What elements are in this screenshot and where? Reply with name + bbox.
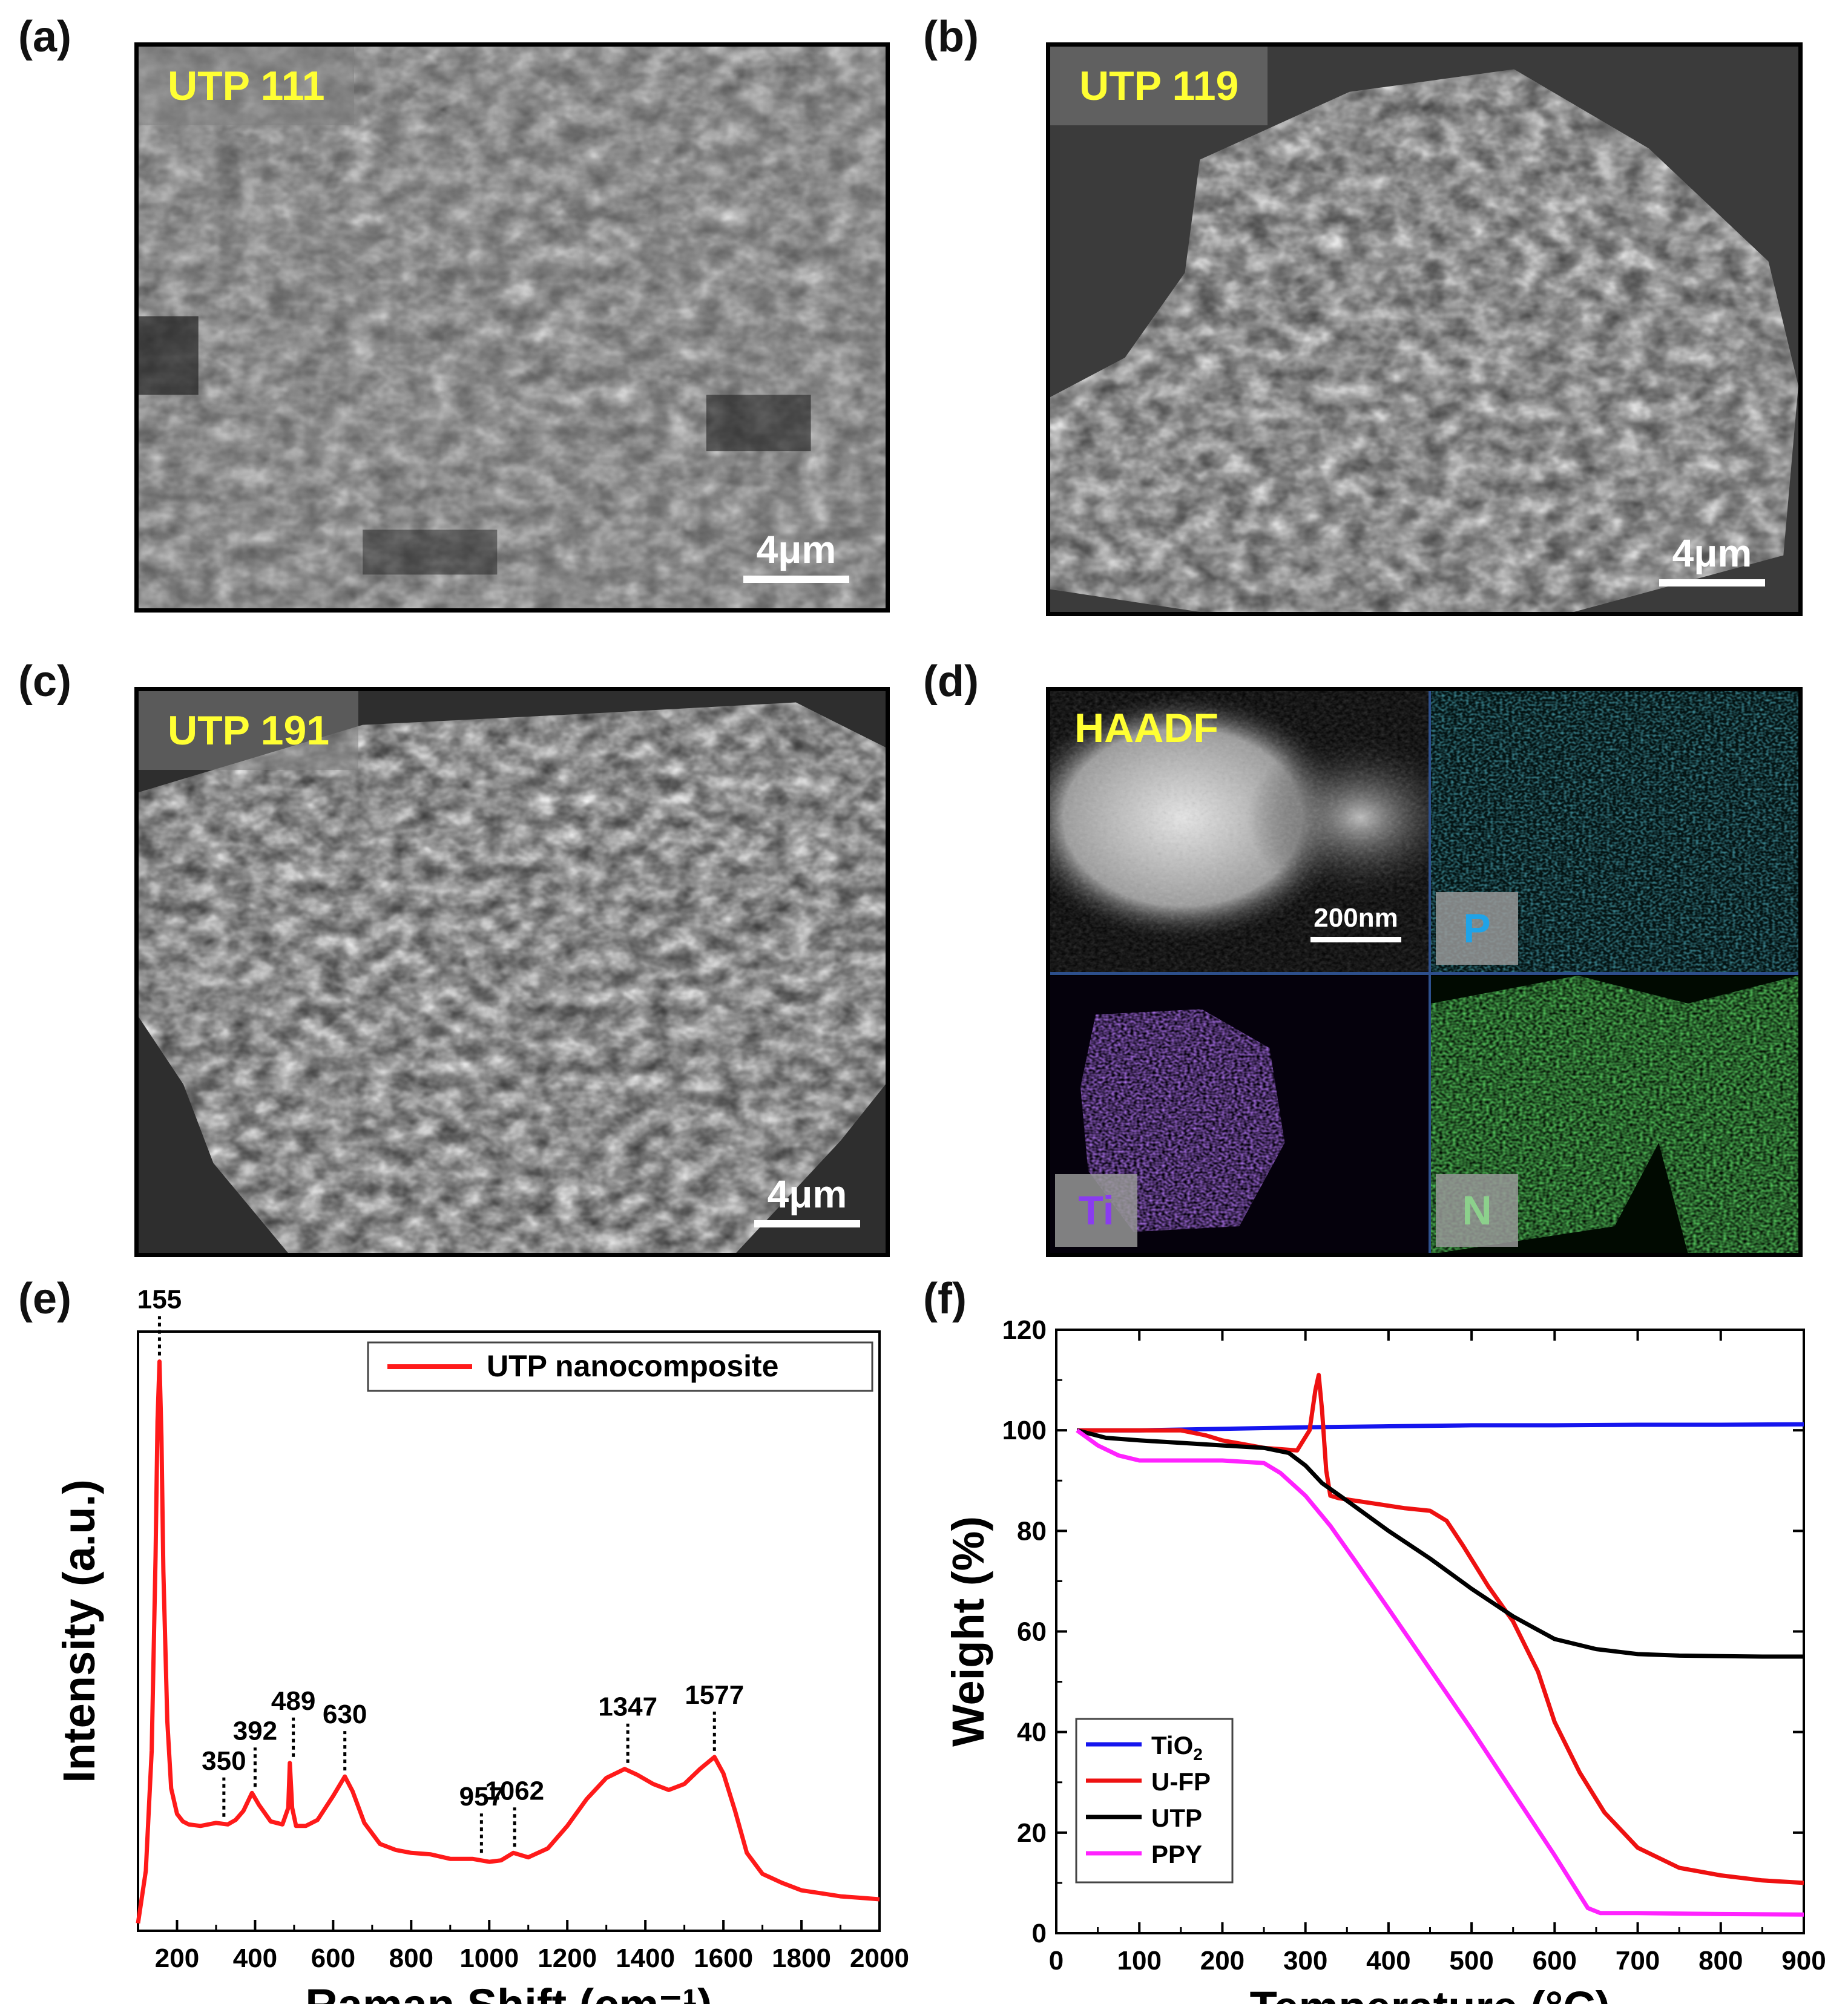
peak-label: 350 [202, 1746, 246, 1776]
scale-bar: 4μm [743, 527, 849, 583]
ti-map: Ti [1050, 976, 1429, 1253]
legend-label: PPY [1151, 1840, 1202, 1868]
x-tick-label: 1800 [772, 1943, 831, 1973]
x-tick-label: 900 [1781, 1946, 1826, 1976]
sem-texture [139, 691, 886, 1253]
scale-bar-line [1310, 937, 1401, 942]
panel-f-letter: (f) [923, 1275, 967, 1323]
y-axis-label: Weight (%) [943, 1516, 993, 1747]
series-line-ppy [1076, 1428, 1804, 1917]
p-map: P [1431, 691, 1798, 972]
scale-bar-line [754, 1220, 860, 1227]
peak-label: 392 [233, 1716, 277, 1746]
y-tick-label: 20 [1017, 1818, 1047, 1848]
y-tick-label: 0 [1032, 1919, 1047, 1948]
scale-bar-line [743, 576, 849, 583]
panel-a-letter: (a) [18, 13, 71, 61]
x-tick-label: 2000 [850, 1943, 909, 1973]
sem-image-utp-191: UTP 191 4μm [134, 687, 890, 1257]
scale-bar-label: 4μm [756, 528, 837, 571]
x-tick-label: 100 [1117, 1946, 1162, 1976]
y-tick-label: 120 [1002, 1315, 1047, 1345]
legend-label: UTP [1151, 1804, 1202, 1832]
y-axis-label: Intensity (a.u.) [54, 1479, 104, 1783]
legend-label: U-FP [1151, 1767, 1211, 1796]
peak-label: 1347 [598, 1692, 657, 1722]
series-line-utp [1076, 1428, 1804, 1659]
sem-image-utp-119: UTP 119 4μm [1046, 42, 1803, 616]
x-tick-label: 400 [233, 1943, 277, 1973]
sample-label: UTP 111 [139, 47, 354, 125]
panel-b-letter: (b) [923, 13, 979, 61]
element-label-ti: Ti [1055, 1174, 1137, 1247]
panel-c-letter: (c) [18, 657, 71, 706]
peak-label: 1062 [485, 1776, 544, 1805]
legend-label: UTP nanocomposite [487, 1349, 778, 1383]
scale-bar-line [1659, 579, 1765, 586]
sem-texture [139, 47, 886, 608]
n-map: N [1431, 976, 1798, 1253]
haadf-image: HAADF 200nm [1050, 691, 1429, 972]
sample-label: UTP 119 [1050, 47, 1268, 125]
y-tick-label: 80 [1017, 1516, 1047, 1546]
scale-bar: 4μm [754, 1172, 860, 1227]
x-tick-label: 300 [1283, 1946, 1327, 1976]
x-tick-label: 600 [1533, 1946, 1577, 1976]
x-tick-label: 400 [1366, 1946, 1410, 1976]
x-axis-label: Raman Shift (cm⁻¹) [305, 1980, 712, 2004]
x-tick-label: 200 [1200, 1946, 1245, 1976]
tga-chart: 0 100 200 300 400 500 600 700 800 900 0 20 40 60 80 100… [943, 1315, 1826, 2004]
sem-texture [1050, 47, 1798, 612]
plot-frame [137, 1330, 881, 1932]
n-map-texture [1431, 976, 1798, 1253]
scale-bar: 200nm [1310, 903, 1401, 942]
x-axis-label: Temperature (°C) [1250, 1982, 1611, 2004]
y-tick-label: 100 [1002, 1416, 1047, 1445]
y-tick-label: 60 [1017, 1617, 1047, 1647]
peak-label: 957 [459, 1782, 504, 1812]
x-tick-label: 1200 [538, 1943, 597, 1973]
panel-d-letter: (d) [923, 657, 979, 706]
x-tick-label: 800 [1698, 1946, 1743, 1976]
raman-chart: 200 400 600 800 1000 1200 1400 1600 1800 2000 Rama… [54, 1285, 909, 2004]
x-tick-label: 0 [1049, 1946, 1064, 1976]
y-tick-label: 40 [1017, 1718, 1047, 1747]
x-tick-label: 500 [1449, 1946, 1493, 1976]
sem-image-utp-111: UTP 111 4μm [134, 42, 890, 613]
x-tick-label: 800 [389, 1943, 433, 1973]
scale-bar-label: 200nm [1314, 903, 1398, 933]
peak-label: 489 [271, 1686, 315, 1716]
peak-label: 630 [323, 1700, 367, 1729]
x-tick-label: 200 [155, 1943, 199, 1973]
scale-bar: 4μm [1659, 531, 1765, 586]
peak-label: 155 [137, 1285, 182, 1315]
x-tick-label: 1000 [459, 1943, 519, 1973]
divider-horizontal [1050, 972, 1798, 975]
sample-label: UTP 191 [139, 691, 359, 770]
x-tick-label: 1600 [694, 1943, 753, 1973]
x-tick-label: 600 [311, 1943, 355, 1973]
x-tick-label: 700 [1616, 1946, 1660, 1976]
haadf-label: HAADF [1074, 705, 1218, 751]
scale-bar-label: 4μm [767, 1172, 847, 1216]
haadf-texture [1050, 691, 1429, 972]
x-tick-label: 1400 [616, 1943, 675, 1973]
peak-label: 1577 [685, 1680, 744, 1710]
eds-mapping: HAADF 200nm P [1046, 687, 1803, 1257]
element-label-n: N [1436, 1174, 1518, 1247]
series-line-utp-nanocomposite [136, 1359, 880, 1924]
panel-e-letter: (e) [18, 1275, 71, 1323]
element-label-p: P [1436, 892, 1518, 965]
legend-label-subscript: 2 [1193, 1745, 1203, 1764]
scale-bar-label: 4μm [1672, 531, 1752, 575]
